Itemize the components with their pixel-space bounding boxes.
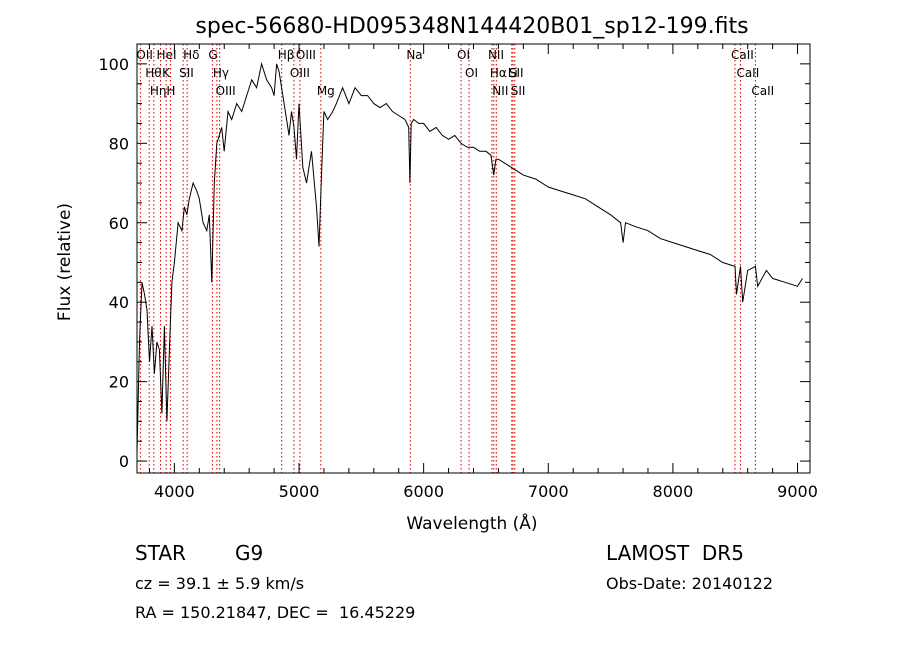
x-axis: 4000 5000 6000 7000 8000 9000 [148,44,818,501]
object-class: STAR [135,541,186,565]
spectral-line-label: CaII [736,66,759,80]
x-tick-label: 7000 [528,482,569,501]
survey-name: LAMOST DR5 [606,541,744,565]
y-tick-label: 0 [119,452,129,471]
spectral-line-label: OI [457,48,470,62]
spectral-line-label: SII [509,66,524,80]
y-tick-label: 80 [109,134,129,153]
x-tick-label: 4000 [154,482,195,501]
spectral-line-label: CaII [751,84,774,98]
spectrum-series [136,61,803,454]
spectral-line-label: Hθ [145,66,161,80]
object-subclass: G9 [235,541,264,565]
x-tick-label: 5000 [279,482,320,501]
y-tick-label: 60 [109,214,129,233]
spectral-line-label: OI [465,66,478,80]
obs-date: Obs-Date: 20140122 [606,574,774,593]
spectral-line-label: Hβ [278,48,295,62]
spectral-line-label: SII [179,66,194,80]
spectral-line-label: Hη [150,84,167,98]
spectral-line-label: Mg [317,84,335,98]
x-axis-label: Wavelength (Å) [406,512,537,534]
ra-dec-coordinates: RA = 150.21847, DEC = 16.45229 [135,603,416,622]
y-axis-label: Flux (relative) [55,203,75,321]
spectral-line-label: Li [508,66,518,80]
x-tick-label: 6000 [403,482,444,501]
spectral-line-label: Hδ [183,48,199,62]
spectrum-line [136,61,803,454]
spectral-line-label: OIII [296,48,316,62]
y-axis: 0 20 40 60 80 100 [98,55,810,471]
x-tick-label: 8000 [653,482,694,501]
spectral-line-label: G [208,48,217,62]
spectral-line-label: OIII [290,66,310,80]
spectral-line-label: CaII [731,48,754,62]
spectral-line-label: K [162,66,171,80]
plot-frame [136,43,811,474]
spectral-line-label: OII [136,48,153,62]
spectral-line-label: Na [406,48,422,62]
y-tick-label: 100 [98,55,129,74]
x-tick-label: 9000 [777,482,818,501]
spectral-line-label: H [166,84,175,98]
y-tick-label: 40 [109,293,129,312]
y-tick-label: 20 [109,373,129,392]
spectral-line-label: OIII [216,84,236,98]
spectral-line-label: SII [511,84,526,98]
spectral-line-label: NII [492,84,508,98]
spectral-line-markers [139,44,756,473]
spectral-line-label: Hα [490,66,507,80]
spectral-line-label: HeI [157,48,177,62]
spectral-line-label: Hγ [213,66,229,80]
redshift-cz: cz = 39.1 ± 5.9 km/s [135,574,305,593]
chart-title: spec-56680-HD095348N144420B01_sp12-199.f… [195,14,748,39]
spectral-line-label: NII [488,48,504,62]
